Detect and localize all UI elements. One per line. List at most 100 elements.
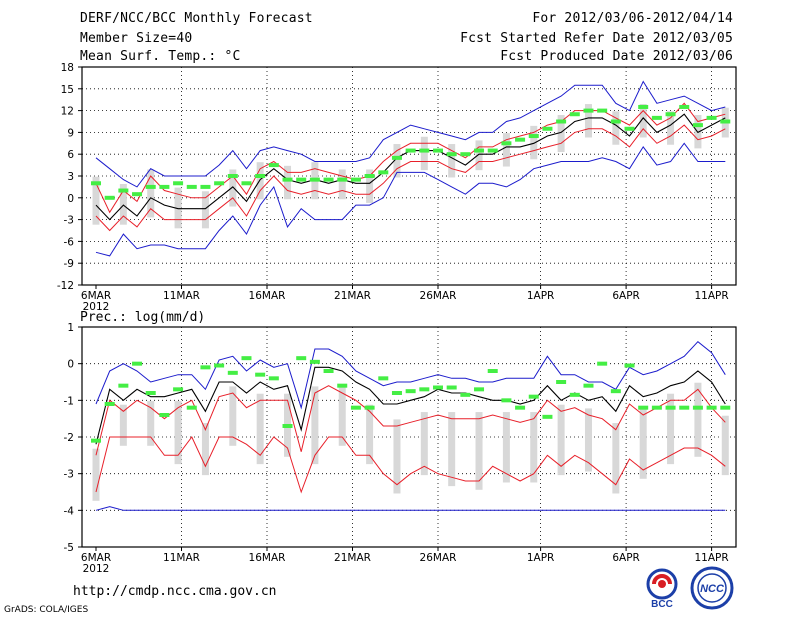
obs-marker: [200, 184, 211, 189]
obs-marker: [720, 119, 731, 124]
ensemble-box: [530, 125, 538, 160]
ensemble-box: [639, 408, 647, 479]
obs-marker: [706, 115, 717, 120]
ensemble-box: [256, 393, 264, 465]
x-tick-label: 11MAR: [163, 552, 200, 564]
obs-marker: [474, 387, 485, 392]
ensemble-box: [174, 187, 182, 229]
source-url[interactable]: http://cmdp.ncc.cma.gov.cn: [73, 584, 277, 599]
y-tick-label: -6: [64, 236, 75, 248]
obs-marker: [145, 391, 156, 395]
obs-marker: [350, 177, 361, 182]
obs-marker: [364, 174, 375, 178]
obs-marker: [624, 126, 635, 131]
ensemble-box: [284, 165, 292, 200]
grads-credit: GrADS: COLA/IGES: [4, 605, 89, 615]
ensemble-box: [366, 169, 374, 203]
obs-marker: [583, 108, 594, 113]
member-size: Member Size=40: [80, 31, 193, 46]
ensemble-box: [475, 140, 483, 171]
ensemble-box: [256, 162, 264, 200]
ensemble-box: [694, 382, 702, 457]
x-tick-label: 6APR: [612, 290, 640, 302]
x-tick-label: 16MAR: [249, 290, 286, 302]
ensemble-box: [119, 183, 127, 225]
obs-marker: [692, 123, 703, 128]
x-tick-label: 16MAR: [249, 552, 286, 564]
ensemble-box: [420, 136, 428, 171]
ensemble-box: [667, 111, 675, 145]
y-tick-label: 9: [67, 127, 74, 139]
obs-marker: [610, 389, 621, 394]
obs-marker: [583, 383, 594, 388]
ensemble-box: [502, 133, 510, 167]
ensemble-box: [475, 412, 483, 490]
obs-marker: [241, 356, 252, 361]
ensemble-box: [448, 412, 456, 487]
y-tick-label: 0: [67, 193, 74, 205]
max-line: [95, 80, 726, 188]
ensemble-box: [557, 404, 565, 476]
obs-marker: [501, 141, 512, 146]
y-tick-label: -3: [64, 469, 74, 481]
obs-marker: [91, 181, 101, 186]
x-tick-label: 11MAR: [163, 290, 200, 302]
year-label: 2012: [83, 563, 110, 575]
obs-marker: [159, 413, 170, 417]
y-tick-label: 3: [67, 171, 74, 183]
ensemble-box: [147, 169, 155, 218]
ensemble-box: [448, 144, 456, 178]
ensemble-box: [393, 419, 401, 494]
ensemble-box: [502, 412, 510, 483]
obs-marker: [309, 359, 320, 364]
obs-marker: [569, 392, 580, 397]
bcc-logo: BCC: [646, 568, 678, 610]
x-tick-label: 21MAR: [334, 552, 371, 564]
obs-marker: [487, 369, 498, 373]
x-tick-label: 6MAR: [81, 290, 111, 302]
x-tick-label: 26MAR: [420, 552, 457, 564]
obs-marker: [528, 134, 539, 139]
obs-marker: [542, 414, 553, 419]
obs-marker: [282, 177, 293, 182]
obs-marker: [268, 163, 279, 168]
obs-marker: [679, 104, 690, 109]
panel-title: Prec.: log(mm/d): [80, 310, 205, 325]
obs-marker: [446, 385, 457, 390]
obs-marker: [692, 405, 703, 410]
obs-marker: [323, 369, 334, 373]
ensemble-box: [201, 191, 209, 229]
ensemble-box: [721, 415, 729, 476]
x-tick-label: 1APR: [527, 552, 555, 564]
x-tick-label: 11APR: [695, 552, 729, 564]
x-tick-label: 21MAR: [334, 290, 371, 302]
obs-marker: [665, 112, 676, 117]
obs-marker: [569, 112, 580, 117]
obs-marker: [706, 405, 717, 410]
y-tick-label: 12: [61, 106, 74, 118]
obs-marker: [597, 361, 608, 366]
ensemble-box: [612, 423, 620, 494]
max-line: [95, 341, 726, 410]
ncc-logo: NCC: [690, 566, 734, 610]
obs-marker: [391, 155, 402, 160]
x-tick-label: 1APR: [527, 290, 555, 302]
y-tick-label: -2: [64, 432, 74, 444]
ncc-logo-text: NCC: [700, 583, 725, 595]
obs-marker: [227, 174, 238, 178]
min-line: [95, 506, 726, 511]
obs-marker: [104, 402, 115, 406]
obs-marker: [405, 148, 416, 153]
obs-marker: [460, 392, 471, 397]
obs-marker: [173, 387, 184, 392]
ensemble-box: [557, 114, 565, 153]
ensemble-box: [147, 401, 155, 446]
ensemble-box: [584, 408, 592, 472]
obs-marker: [419, 387, 430, 392]
obs-marker: [337, 177, 348, 182]
obs-marker: [556, 380, 567, 384]
ensemble-box: [229, 169, 237, 207]
upper-quartile-line: [95, 385, 726, 456]
obs-marker: [651, 405, 662, 410]
x-tick-label: 26MAR: [420, 290, 457, 302]
